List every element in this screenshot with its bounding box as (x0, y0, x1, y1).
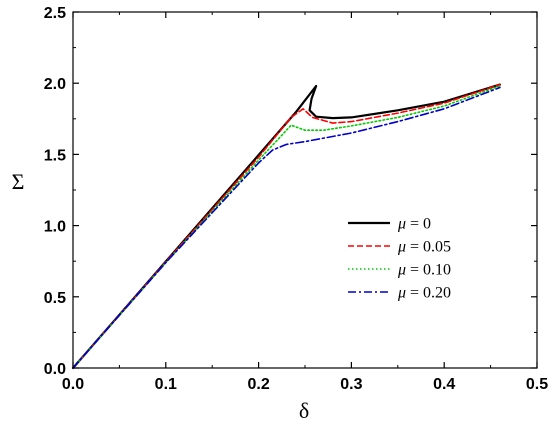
y-tick-label: 1.0 (44, 219, 66, 236)
series-layer (71, 83, 501, 370)
x-tick-label: 0.0 (62, 376, 84, 393)
legend-label-1: μ = 0 (397, 216, 431, 233)
x-tick-label: 0.3 (340, 376, 362, 393)
y-axis-label: Σ (12, 169, 25, 194)
y-tick-label: 0.5 (44, 290, 66, 307)
legend: μ = 0 μ = 0.05 μ = 0.10 μ = 0.20 (348, 216, 451, 302)
y-tick-label: 0.0 (44, 361, 66, 378)
x-tick-label: 0.2 (247, 376, 269, 393)
y-tick-label: 2.0 (44, 76, 66, 93)
x-tick-label: 0.5 (526, 376, 548, 393)
series-line-1 (71, 83, 501, 370)
y-tick-label: 2.5 (44, 5, 66, 22)
y-tick-label: 1.5 (44, 147, 66, 164)
axes-layer: 0.0 0.1 0.2 0.3 0.4 0.5 0.0 0.5 1.0 1.5 2.0 2.5 (44, 5, 548, 393)
plot-frame (72, 11, 538, 369)
legend-label-3: μ = 0.10 (397, 262, 451, 279)
series-line-2 (72, 83, 501, 369)
series-line-3 (72, 85, 501, 369)
legend-label-2: μ = 0.05 (397, 239, 451, 256)
x-tick-label: 0.1 (155, 376, 177, 393)
legend-label-4: μ = 0.20 (397, 285, 451, 302)
x-tick-label: 0.4 (433, 376, 455, 393)
series-line-4 (72, 86, 501, 369)
x-axis-label: δ (299, 398, 309, 423)
